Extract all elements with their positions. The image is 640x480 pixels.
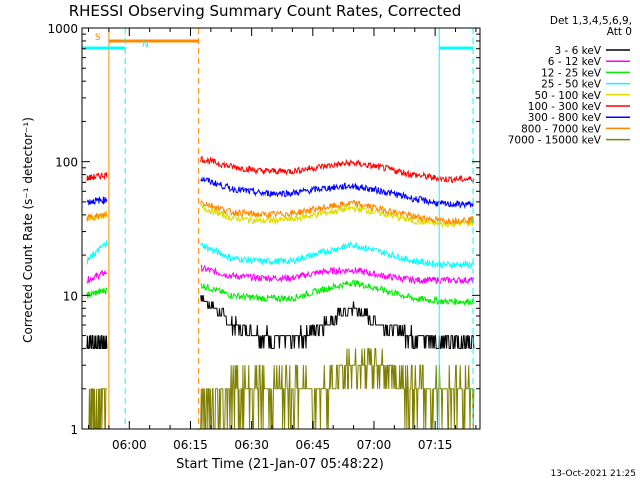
series-line-3-6-kev-before-gap	[86, 335, 108, 349]
legend-entry: 100 - 300 keV	[528, 101, 630, 113]
legend-entry-label: 25 - 50 keV	[541, 79, 602, 91]
y-tick-label: 1000	[47, 22, 78, 36]
legend-header-line: Det 1,3,4,5,6,9,	[550, 15, 632, 27]
y-axis-label: Corrected Count Rate (s⁻¹ detector⁻¹)	[21, 117, 35, 343]
legend-entry-label: 50 - 100 keV	[534, 90, 601, 102]
legend-entry: 3 - 6 keV	[554, 45, 630, 57]
series-line-800-7000-kev-before-gap	[86, 211, 108, 223]
chart-title: RHESSI Observing Summary Count Rates, Co…	[69, 2, 462, 20]
series-line-300-800-kev-before-gap	[86, 195, 108, 206]
legend-entry-label: 7000 - 15000 keV	[508, 135, 602, 147]
x-tick-label: 06:30	[234, 438, 269, 452]
legend-entry-label: 3 - 6 keV	[554, 45, 601, 57]
y-tick-label: 100	[55, 156, 78, 170]
legend-entry: 25 - 50 keV	[541, 79, 630, 91]
footer-timestamp: 13-Oct-2021 21:25	[551, 469, 636, 479]
legend-entry: 7000 - 15000 keV	[508, 135, 630, 147]
legend-entry-label: 100 - 300 keV	[528, 101, 602, 113]
legend-entry: 300 - 800 keV	[528, 112, 630, 124]
legend-entry: 50 - 100 keV	[534, 90, 630, 102]
legend-entry-label: 12 - 25 keV	[541, 67, 602, 79]
legend-entry-label: 300 - 800 keV	[528, 112, 602, 124]
y-tick-label: 10	[63, 289, 78, 303]
y-tick-label: 1	[70, 423, 78, 437]
series-line-12-25-kev-after-gap	[200, 279, 475, 307]
legend-entry: 12 - 25 keV	[541, 67, 630, 79]
legend-header-line: Att 0	[607, 26, 632, 38]
series-line-50-100-kev-after-gap	[200, 204, 475, 229]
legend-entry: 800 - 7000 keV	[521, 123, 630, 135]
legend-entry-label: 800 - 7000 keV	[521, 123, 602, 135]
series-line-7000-15000-kev-after-gap	[200, 348, 475, 430]
x-tick-label: 06:15	[173, 438, 208, 452]
series-line-7000-15000-kev-before-gap	[86, 388, 107, 430]
series-line-300-800-kev-after-gap	[200, 176, 475, 209]
x-tick-label: 06:00	[112, 438, 147, 452]
series-line-100-300-kev-before-gap	[86, 172, 108, 181]
plot-area: SN	[81, 28, 475, 430]
series-line-25-50-kev-after-gap	[200, 241, 475, 270]
flag-s: S	[95, 28, 200, 429]
legend-entry: 6 - 12 keV	[548, 56, 630, 68]
flag-label-s: S	[95, 33, 101, 43]
series-line-800-7000-kev-after-gap	[200, 199, 475, 226]
legend-entry-label: 6 - 12 keV	[548, 56, 602, 68]
night-marker-right	[438, 28, 474, 429]
series-line-6-12-kev-after-gap	[200, 264, 475, 286]
series-line-3-6-kev-after-gap	[200, 295, 475, 349]
x-tick-label: 07:15	[418, 438, 453, 452]
series-line-25-50-kev-before-gap	[86, 239, 108, 265]
x-axis-label: Start Time (21-Jan-07 05:48:22)	[176, 457, 384, 472]
flag-label-n: N	[142, 40, 149, 50]
plot-frame	[81, 27, 481, 430]
series-line-6-12-kev-before-gap	[86, 269, 108, 284]
x-tick-label: 07:00	[357, 438, 392, 452]
flag-n: N	[81, 28, 149, 429]
axes: 06:00 06:15 06:30 06:45 07:00 07:15 1 10 100 1000	[47, 22, 481, 452]
x-tick-label: 06:45	[296, 438, 331, 452]
series-line-100-300-kev-after-gap	[200, 155, 475, 184]
series-line-12-25-kev-before-gap	[86, 287, 108, 299]
